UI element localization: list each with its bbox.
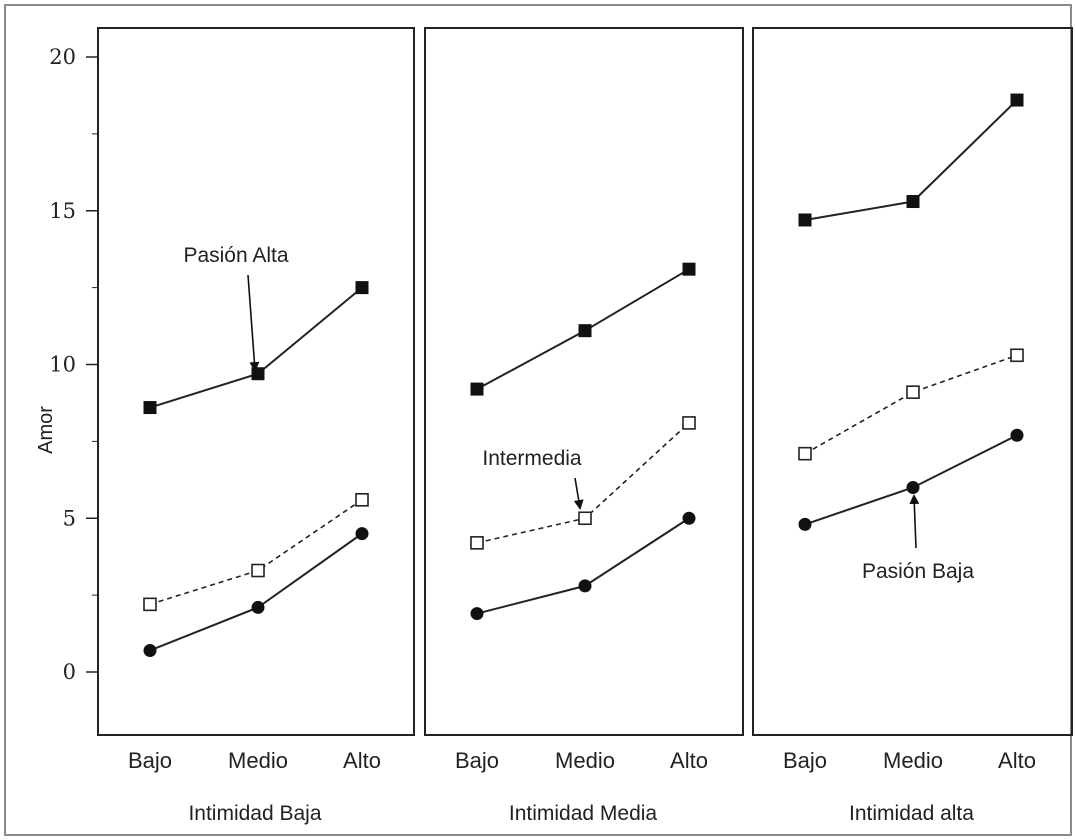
marker-filled-circle [799,518,811,530]
x-tick-label: Alto [998,748,1036,773]
marker-open-square [144,598,156,610]
x-tick-label: Bajo [455,748,499,773]
marker-filled-circle [252,601,264,613]
x-tick-label: Alto [343,748,381,773]
y-tick-label: 10 [49,353,76,377]
marker-filled-square [471,383,483,395]
marker-open-square [579,512,591,524]
marker-filled-square [579,325,591,337]
panel-1: Bajo Medio Alto Intimidad Baja Pasión Alta [98,28,414,825]
marker-filled-circle [579,580,591,592]
marker-open-square [356,494,368,506]
y-axis-label: Amor [35,406,57,454]
marker-open-square [683,417,695,429]
panel-2: Bajo Medio Alto Intimidad Media Intermedia [425,28,743,825]
marker-open-square [471,537,483,549]
y-tick-label: 0 [63,660,76,684]
marker-filled-square [1011,94,1023,106]
marker-filled-square [356,282,368,294]
series-line-intermedia [805,355,1017,453]
marker-open-square [1011,349,1023,361]
marker-open-square [907,386,919,398]
figure-border [5,5,1071,835]
marker-filled-square [252,368,264,380]
marker-filled-circle [683,512,695,524]
x-tick-label: Medio [555,748,615,773]
series-line-intermedia [150,500,362,605]
marker-filled-square [907,196,919,208]
series-line-baja [477,518,689,613]
panel-3: Bajo Medio Alto Intimidad alta Pasión Baja [753,28,1072,825]
x-tick-label: Medio [228,748,288,773]
y-tick-label: 15 [49,199,76,223]
marker-filled-circle [1011,429,1023,441]
panel-title: Intimidad Baja [188,802,321,825]
x-tick-label: Bajo [783,748,827,773]
x-tick-label: Bajo [128,748,172,773]
annotation-arrow [914,496,916,548]
annotation-arrow [575,478,580,508]
marker-filled-square [683,263,695,275]
annotation-label: Intermedia [482,447,582,470]
panel-frame [753,28,1072,735]
panel-frame [425,28,743,735]
marker-filled-circle [471,608,483,620]
marker-filled-circle [356,528,368,540]
x-tick-label: Medio [883,748,943,773]
marker-filled-square [144,402,156,414]
series-line-baja [150,534,362,651]
x-tick-label: Alto [670,748,708,773]
marker-filled-square [799,214,811,226]
marker-filled-circle [144,644,156,656]
chart-root: 0 5 10 15 20 Bajo Medio Alto Intimidad Baja Pasió… [49,28,1072,825]
annotation-arrow [248,275,255,370]
series-line-baja [805,435,1017,524]
annotation-label: Pasión Alta [183,244,288,267]
marker-open-square [252,565,264,577]
y-tick-label: 20 [49,45,76,69]
series-line-alta [150,288,362,408]
panel-title: Intimidad Media [509,802,658,825]
annotation-label: Pasión Baja [862,560,974,583]
marker-open-square [799,448,811,460]
y-tick-label: 5 [63,506,76,530]
panel-title: Intimidad alta [849,802,974,825]
marker-filled-circle [907,482,919,494]
panel-frame [98,28,414,735]
